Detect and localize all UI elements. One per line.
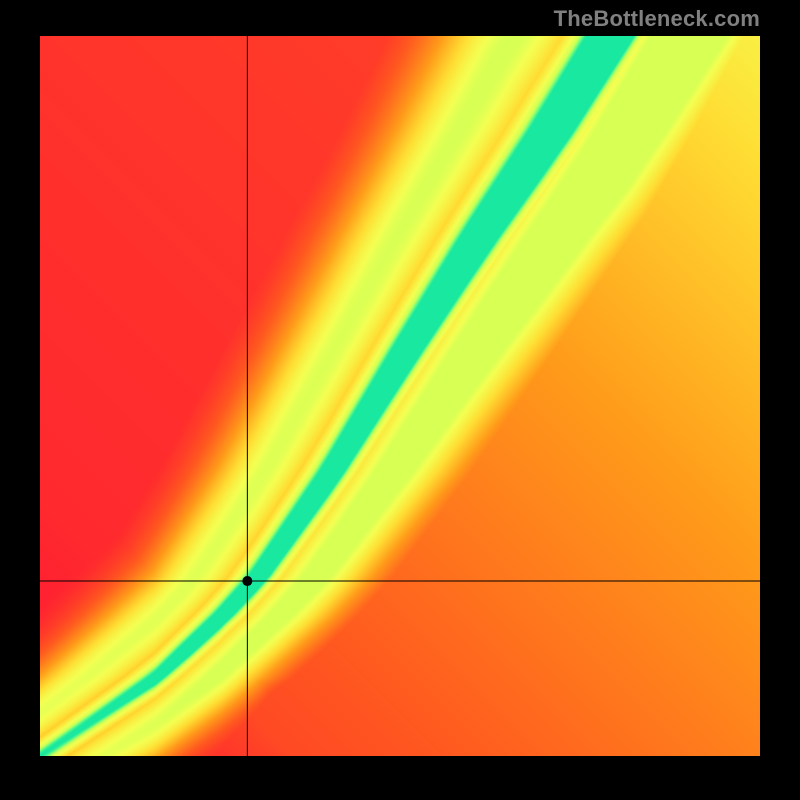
watermark-text: TheBottleneck.com [554,6,760,32]
bottleneck-heatmap [40,36,760,756]
bottleneck-heatmap-container: TheBottleneck.com [0,0,800,800]
